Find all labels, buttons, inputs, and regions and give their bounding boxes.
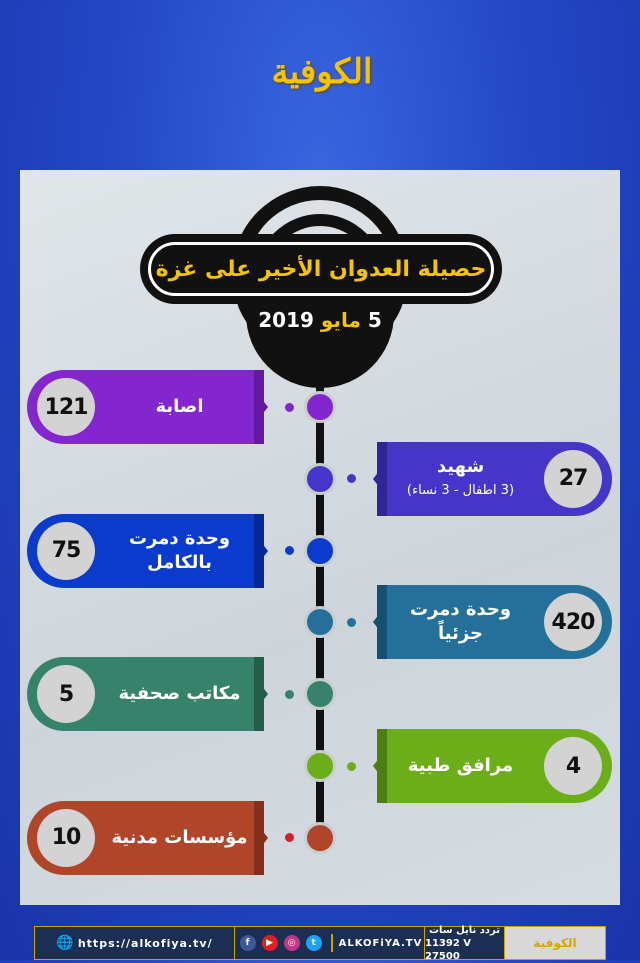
timeline-node: [304, 750, 336, 782]
stat-value: 10: [37, 808, 95, 867]
timeline-node: [304, 678, 336, 711]
stat-value: 4: [544, 737, 602, 795]
connector-dot: [285, 689, 294, 699]
timeline-node: [304, 534, 336, 567]
stat-label-text: مرافق طبية: [407, 755, 514, 776]
card-pointer: [373, 604, 387, 641]
frequency-label: تردد نايل سات: [428, 924, 501, 936]
stat-label: وحدة دمرت بالكامل: [105, 527, 254, 575]
stat-label-text: اصابة: [155, 396, 204, 417]
card-pointer: [254, 532, 268, 569]
stat-label-text: وحدة دمرت بالكامل: [128, 527, 231, 573]
stat-value: 75: [37, 521, 95, 580]
social-handle: ALKOFiYA.TV: [338, 937, 423, 949]
connector-dot: [347, 617, 356, 627]
youtube-icon[interactable]: ▶: [261, 935, 278, 951]
date-month: مايو: [320, 308, 361, 332]
connector-dot: [347, 474, 356, 484]
logo-text: الكوفية: [271, 52, 373, 92]
stat-label-text: وحدة دمرت جزئياً: [409, 599, 512, 645]
stat-label: مرافق طبية: [387, 754, 534, 778]
timeline-node: [304, 606, 336, 639]
stat-value: 27: [544, 449, 602, 508]
stat-card: 121 اصابة: [27, 370, 268, 444]
date: 5 مايو 2019: [246, 308, 394, 332]
stat-label-text: مؤسسات مدنية: [111, 826, 248, 848]
stat-card: 5 مكاتب صحفية: [27, 657, 268, 732]
stat-card: 10 مؤسسات مدنية: [27, 800, 268, 875]
footer-bar: 🌐 https://alkofiya.tv/ f ▶ ◎ t ALKOFiYA.…: [34, 924, 606, 962]
timeline-node: [304, 391, 336, 423]
connector-dot: [285, 402, 294, 412]
card-pointer: [254, 389, 268, 425]
stat-label: شهيد (3 اطفال - 3 نساء): [387, 455, 534, 503]
channel-logo: الكوفية: [505, 927, 605, 959]
stat-card: 4 مرافق طبية: [373, 729, 612, 803]
date-year: 2019: [258, 308, 314, 332]
timeline-line: [316, 360, 324, 838]
stat-label: مؤسسات مدنية: [105, 826, 254, 850]
stat-label-text: شهيد: [436, 455, 485, 477]
card-pointer: [254, 819, 268, 856]
website-url: https://alkofiya.tv/: [77, 936, 213, 950]
connector-dot: [285, 833, 294, 843]
stat-card: 420 وحدة دمرت جزئياً: [373, 585, 612, 660]
page-title: حصيلة العدوان الأخير على غزة: [148, 242, 494, 296]
instagram-icon[interactable]: ◎: [283, 935, 300, 951]
website-link[interactable]: 🌐 https://alkofiya.tv/: [35, 927, 235, 959]
stat-sublabel: (3 اطفال - 3 نساء): [406, 482, 515, 498]
connector-dot: [285, 546, 294, 556]
twitter-icon[interactable]: t: [305, 935, 322, 951]
title-pill: حصيلة العدوان الأخير على غزة: [140, 234, 502, 304]
timeline-node: [304, 821, 336, 854]
card-pointer: [254, 676, 268, 713]
stat-label-text: مكاتب صحفية: [118, 683, 241, 705]
footer-logo-text: الكوفية: [533, 936, 577, 950]
timeline-node: [304, 462, 336, 495]
stat-value: 5: [37, 665, 95, 724]
card-pointer: [373, 460, 387, 497]
stat-label: وحدة دمرت جزئياً: [387, 598, 534, 646]
card-pointer: [373, 748, 387, 784]
connector-dot: [347, 761, 356, 771]
globe-icon: 🌐: [56, 935, 74, 951]
facebook-icon[interactable]: f: [239, 935, 256, 951]
stat-label: مكاتب صحفية: [105, 682, 254, 706]
stat-label: اصابة: [105, 395, 254, 419]
stat-card: 75 وحدة دمرت بالكامل: [27, 513, 268, 588]
alkofiya-logo: الكوفية: [262, 12, 382, 122]
stat-value: 121: [37, 378, 95, 436]
frequency-value: 11392 V 27500: [425, 937, 472, 962]
stat-card: 27 شهيد (3 اطفال - 3 نساء): [373, 441, 612, 516]
stat-value: 420: [544, 593, 602, 652]
date-day: 5: [367, 308, 382, 332]
